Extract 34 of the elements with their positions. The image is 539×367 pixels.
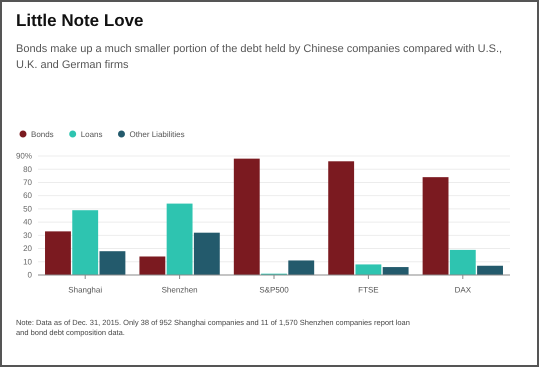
bar <box>72 210 98 275</box>
bar <box>194 232 220 275</box>
x-tick-label: Shenzhen <box>162 286 198 295</box>
y-tick-label: 40 <box>23 218 33 227</box>
bar <box>450 250 476 275</box>
bar <box>139 256 166 275</box>
y-tick-label: 20 <box>23 244 33 254</box>
y-tick-label: 30 <box>23 230 33 240</box>
bar <box>45 231 71 275</box>
legend-label: Bonds <box>31 130 54 139</box>
legend-label: Loans <box>80 130 102 139</box>
y-tick-label: 50 <box>23 204 33 214</box>
y-tick-label: 70 <box>23 178 33 188</box>
y-tick-label: 10 <box>23 257 33 266</box>
y-tick-label: 80 <box>23 164 33 174</box>
chart-subtitle: Bonds make up a much smaller portion of the debt held by Chinese companies compared with U.S., U.K. and German firms <box>16 43 502 71</box>
x-tick-label: S&P500 <box>259 286 290 295</box>
legend-label: Other Liabilities <box>129 130 185 139</box>
y-tick-label: 60 <box>23 191 33 200</box>
bar <box>382 267 409 275</box>
x-tick-label: FTSE <box>358 286 379 295</box>
bar <box>288 260 314 275</box>
bar <box>234 158 260 275</box>
bar <box>477 266 503 275</box>
bar <box>355 264 382 275</box>
y-tick-label: 0 <box>28 270 33 280</box>
bar <box>166 204 193 275</box>
chart-title: Little Note Love <box>16 11 144 30</box>
x-tick-label: DAX <box>454 286 472 295</box>
y-tick-label: 90% <box>16 152 32 161</box>
x-tick-label: Shanghai <box>68 286 102 295</box>
bar <box>422 177 448 275</box>
bar <box>328 161 354 275</box>
bar <box>100 251 126 275</box>
